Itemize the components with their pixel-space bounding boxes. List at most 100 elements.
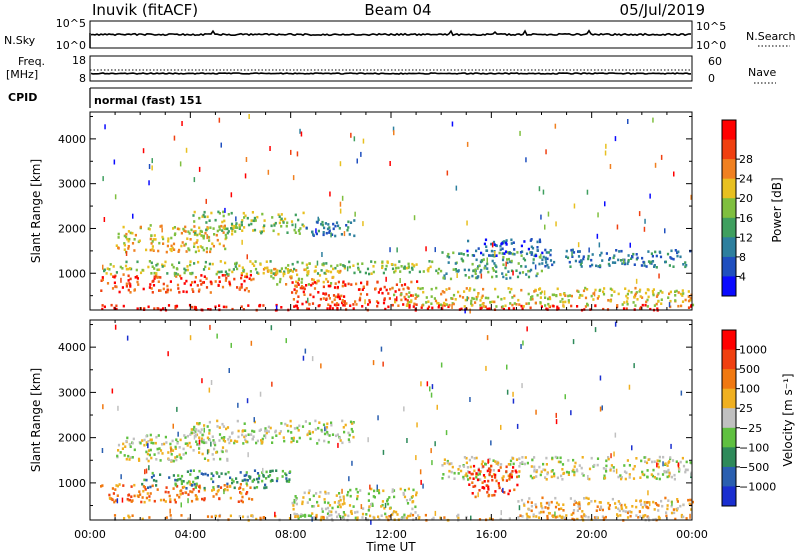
data-cell xyxy=(126,497,129,501)
colorbar-segment xyxy=(722,466,736,487)
data-cell xyxy=(152,441,155,445)
data-cell xyxy=(570,304,573,308)
data-cell xyxy=(476,478,480,482)
data-cell xyxy=(119,451,122,454)
data-cell xyxy=(272,272,275,275)
data-cell xyxy=(129,231,132,235)
data-cell xyxy=(184,436,187,439)
data-cell xyxy=(544,506,547,509)
data-cell xyxy=(178,453,181,457)
data-cell xyxy=(136,280,139,284)
data-cell xyxy=(201,215,204,218)
data-cell xyxy=(625,471,628,475)
data-cell xyxy=(296,273,299,277)
colorbar-segment xyxy=(722,139,736,160)
data-cell xyxy=(332,227,335,231)
data-cell xyxy=(341,299,344,302)
data-cell xyxy=(465,461,468,465)
data-cell xyxy=(388,297,391,300)
data-cell xyxy=(667,468,670,472)
data-cell xyxy=(531,246,535,250)
data-cell xyxy=(187,230,190,233)
data-cell xyxy=(427,300,430,303)
colorbar-segment xyxy=(722,237,736,258)
data-cell xyxy=(308,489,311,492)
data-cell xyxy=(627,259,630,262)
data-cell xyxy=(245,275,249,279)
data-cell xyxy=(410,280,413,284)
data-cell xyxy=(230,222,234,226)
data-cell xyxy=(471,296,474,300)
data-cell xyxy=(530,268,533,272)
data-cell xyxy=(295,269,298,272)
data-cell xyxy=(347,220,350,224)
data-cell xyxy=(137,495,140,498)
data-cell xyxy=(483,486,486,490)
data-cell xyxy=(482,287,485,291)
noise-cell xyxy=(464,308,466,314)
data-cell xyxy=(125,285,128,288)
data-cell xyxy=(311,512,314,515)
noise-cell xyxy=(285,338,287,344)
data-cell xyxy=(457,269,460,272)
noise-cell xyxy=(436,404,438,410)
data-cell xyxy=(361,305,364,308)
data-cell xyxy=(488,473,491,476)
data-cell xyxy=(577,505,580,508)
data-cell xyxy=(479,307,482,310)
data-cell xyxy=(113,306,116,310)
data-cell xyxy=(199,431,202,434)
data-cell xyxy=(303,491,306,495)
data-cell xyxy=(447,305,450,309)
data-cell xyxy=(645,265,648,268)
noise-cell xyxy=(671,500,673,506)
data-cell xyxy=(165,290,168,294)
data-cell xyxy=(394,290,397,293)
noise-cell xyxy=(230,342,232,348)
data-cell xyxy=(155,272,158,275)
data-cell xyxy=(556,515,559,519)
data-cell xyxy=(236,419,239,423)
data-cell xyxy=(334,295,337,299)
data-cell xyxy=(565,470,569,474)
data-cell xyxy=(211,453,214,456)
data-cell xyxy=(352,421,355,424)
noise-cell xyxy=(126,335,129,341)
data-cell xyxy=(222,226,225,230)
data-cell xyxy=(617,475,620,479)
data-cell xyxy=(381,266,384,270)
data-cell xyxy=(574,461,577,465)
data-cell xyxy=(440,292,443,296)
data-cell xyxy=(630,510,633,514)
data-cell xyxy=(202,213,205,217)
data-cell xyxy=(257,477,261,480)
data-cell xyxy=(376,304,379,308)
data-cell xyxy=(316,272,320,275)
data-cell xyxy=(162,282,165,286)
data-cell xyxy=(128,458,131,461)
noise-cell xyxy=(235,216,237,222)
noise-cell xyxy=(111,388,114,394)
data-cell xyxy=(530,509,533,513)
data-cell xyxy=(200,437,204,440)
noise-cell xyxy=(369,484,371,490)
data-cell xyxy=(265,429,268,432)
data-cell xyxy=(276,272,279,275)
data-cell xyxy=(631,505,634,508)
data-cell xyxy=(492,254,495,257)
data-cell xyxy=(115,285,118,289)
data-cell xyxy=(562,471,566,475)
data-cell xyxy=(668,264,671,267)
data-cell xyxy=(148,453,151,457)
data-cell xyxy=(179,456,182,459)
data-cell xyxy=(149,248,152,252)
data-cell xyxy=(162,287,165,291)
data-cell xyxy=(414,297,417,300)
data-cell xyxy=(137,283,140,286)
data-cell xyxy=(212,474,215,478)
noise-cell xyxy=(494,251,496,256)
data-cell xyxy=(342,495,345,498)
data-cell xyxy=(147,459,150,463)
data-cell xyxy=(337,303,340,307)
data-cell xyxy=(225,236,228,239)
